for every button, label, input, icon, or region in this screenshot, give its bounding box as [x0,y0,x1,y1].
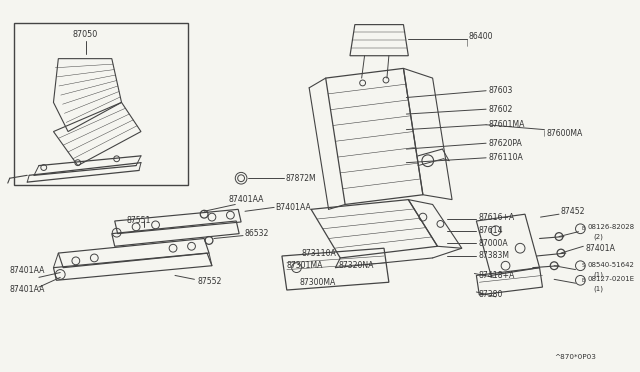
Text: 87401AA: 87401AA [10,285,45,294]
Text: S: S [582,263,585,268]
Text: 87000A: 87000A [478,239,508,248]
Text: 87602: 87602 [488,105,513,114]
Text: 876110A: 876110A [488,153,523,162]
Text: (1): (1) [593,286,603,292]
Text: 87401AA: 87401AA [10,266,45,275]
Text: 08126-82028: 08126-82028 [587,224,634,230]
Text: 87601MA: 87601MA [488,120,524,129]
Text: 87603: 87603 [488,86,513,95]
Text: 87300MA: 87300MA [300,278,336,287]
Text: 87320NA: 87320NA [339,261,374,270]
Text: ^870*0P03: ^870*0P03 [554,354,596,360]
Text: 873110A: 873110A [301,248,336,257]
Text: 87552: 87552 [197,277,221,286]
Text: B: B [582,278,585,283]
Text: 87614: 87614 [478,226,503,235]
Text: 08127-0201E: 08127-0201E [587,276,634,282]
Text: 86400: 86400 [468,32,493,41]
Text: (2): (2) [593,233,603,240]
Text: 87872M: 87872M [286,174,316,183]
Text: 87401AA: 87401AA [228,195,264,204]
Text: 87418+A: 87418+A [478,271,515,280]
Text: 87383M: 87383M [478,251,509,260]
Text: B7401AA: B7401AA [275,203,311,212]
Text: B: B [582,226,585,231]
Text: 87551: 87551 [126,217,151,225]
Text: 87616+A: 87616+A [478,213,515,222]
Text: 86532: 86532 [245,229,269,238]
Text: 87301MA: 87301MA [287,261,323,270]
Text: 87401A: 87401A [585,244,615,253]
Text: 87380: 87380 [478,291,502,299]
Text: (1): (1) [593,271,603,278]
Text: 87050: 87050 [73,30,98,39]
Text: 87600MA: 87600MA [547,129,582,138]
Text: 08540-51642: 08540-51642 [587,262,634,268]
Bar [13,23,188,185]
Text: 87620PA: 87620PA [488,139,522,148]
Text: 87452: 87452 [561,207,586,216]
